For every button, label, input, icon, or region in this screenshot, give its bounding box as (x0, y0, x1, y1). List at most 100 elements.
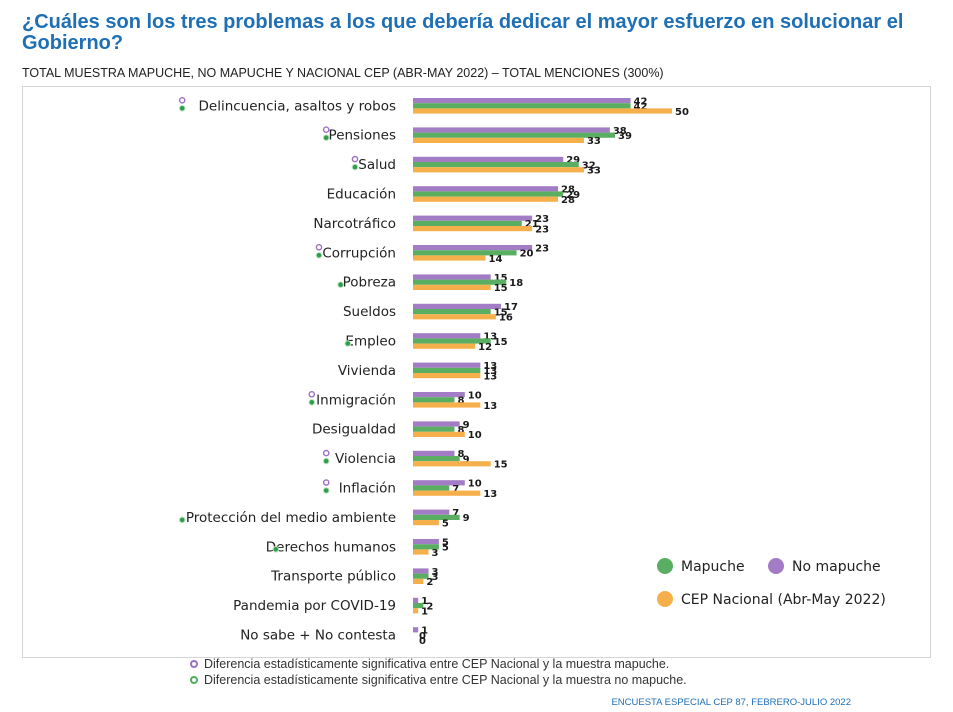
cep-bar (413, 490, 481, 496)
no-mapuche-bar (413, 421, 460, 427)
mapuche-bar (413, 132, 616, 138)
mapuche-value-label: 0 (419, 631, 426, 642)
no-mapuche-bar (413, 568, 429, 574)
category-label: Pobreza (343, 275, 396, 291)
no-mapuche-bar (413, 333, 481, 339)
purple-circle-icon (190, 660, 198, 668)
no-mapuche-bar (413, 98, 631, 104)
purple-significance-icon (322, 449, 330, 457)
category-label: Delincuencia, asaltos y robos (199, 98, 397, 114)
no-mapuche-value-label: 13 (483, 361, 497, 372)
no-mapuche-bar (413, 303, 502, 309)
purple-significance-icon (178, 97, 186, 104)
no-mapuche-value-label: 38 (613, 126, 627, 137)
no-mapuche-value-label: 7 (452, 508, 459, 519)
no-mapuche-bar (413, 127, 610, 133)
no-mapuche-value-label: 42 (634, 96, 648, 107)
no-mapuche-value-label: 15 (494, 273, 508, 284)
cep-bar (413, 402, 481, 408)
cep-value-label: 15 (494, 460, 508, 471)
no-mapuche-value-label: 17 (504, 302, 518, 313)
cep-bar (413, 167, 584, 173)
green-significance-icon (178, 105, 186, 112)
green-significance-icon (322, 487, 330, 494)
no-mapuche-value-label: 13 (483, 332, 497, 343)
category-label: Salud (358, 157, 396, 173)
category-label: Protección del medio ambiente (186, 510, 396, 526)
no-mapuche-bar (413, 597, 419, 603)
category-label: Derechos humanos (266, 539, 396, 555)
purple-significance-icon (351, 155, 359, 163)
no-mapuche-bar (413, 362, 481, 368)
category-label: Empleo (345, 334, 396, 350)
category-label: Inmigración (316, 392, 396, 408)
mapuche-bar (413, 426, 455, 432)
cep-value-label: 13 (483, 371, 497, 382)
mapuche-bar (413, 603, 424, 609)
purple-significance-icon (315, 243, 323, 251)
mapuche-bar (413, 279, 507, 285)
mapuche-bar (413, 191, 564, 197)
legend-cep-label: CEP Nacional (Abr-May 2022) (681, 592, 886, 608)
cep-value-label: 2 (426, 577, 433, 588)
source-note: ENCUESTA ESPECIAL CEP 87, FEBRERO-JULIO … (611, 697, 851, 708)
no-mapuche-bar (413, 274, 491, 280)
category-label: Desigualdad (312, 422, 396, 438)
cep-bar (413, 196, 559, 202)
green-significance-icon (178, 516, 186, 524)
no-mapuche-bar (413, 509, 450, 515)
green-significance-icon (344, 340, 352, 347)
cep-value-label: 15 (494, 283, 508, 294)
no-mapuche-value-label: 9 (463, 420, 470, 431)
mapuche-bar (413, 544, 439, 550)
legend-cep-swatch (657, 591, 673, 607)
cep-bar (413, 137, 584, 143)
no-mapuche-bar (413, 539, 439, 545)
no-mapuche-value-label: 23 (535, 214, 549, 225)
mapuche-value-label: 7 (452, 484, 459, 495)
footnote-purple-text: Diferencia estadísticamente significativ… (204, 657, 670, 671)
footnote-green-text: Diferencia estadísticamente significativ… (204, 673, 687, 687)
mapuche-bar (413, 367, 481, 373)
no-mapuche-value-label: 10 (468, 390, 482, 401)
green-significance-icon (322, 457, 330, 465)
mapuche-value-label: 15 (494, 307, 508, 318)
mapuche-bar (413, 485, 450, 491)
cep-value-label: 13 (483, 489, 497, 500)
legend-mapuche-label: Mapuche (681, 559, 745, 575)
category-label: Educación (327, 187, 396, 203)
no-mapuche-bar (413, 450, 455, 456)
cep-bar (413, 108, 672, 114)
category-label: Vivienda (338, 363, 396, 379)
mapuche-value-label: 39 (618, 131, 632, 142)
legend-no-mapuche-label: No mapuche (792, 559, 881, 575)
footnotes: Diferencia estadísticamente significativ… (190, 656, 687, 688)
no-mapuche-value-label: 28 (561, 185, 575, 196)
mapuche-value-label: 9 (463, 513, 470, 524)
cep-value-label: 10 (468, 430, 482, 441)
cep-bar (413, 520, 439, 526)
no-mapuche-value-label: 1 (421, 626, 428, 637)
no-mapuche-bar (413, 480, 465, 486)
green-significance-icon (272, 546, 280, 553)
cep-bar (413, 431, 465, 437)
legend-no-mapuche-swatch (768, 558, 784, 574)
cep-bar (413, 373, 481, 379)
cep-value-label: 13 (483, 401, 497, 412)
cep-value-label: 33 (587, 166, 601, 177)
green-significance-icon (315, 252, 323, 259)
cep-value-label: 1 (421, 607, 428, 618)
mapuche-value-label: 18 (509, 278, 523, 289)
cep-value-label: 5 (442, 518, 449, 529)
no-mapuche-value-label: 29 (566, 155, 580, 166)
cep-value-label: 3 (432, 548, 439, 559)
mapuche-value-label: 3 (432, 572, 439, 583)
cep-bar (413, 255, 486, 261)
category-label: Inflación (339, 481, 396, 497)
mapuche-bar (413, 573, 429, 579)
cep-value-label: 33 (587, 136, 601, 147)
cep-bar (413, 549, 429, 555)
green-dot-icon (190, 676, 198, 684)
footnote-green: Diferencia estadísticamente significativ… (190, 672, 687, 688)
